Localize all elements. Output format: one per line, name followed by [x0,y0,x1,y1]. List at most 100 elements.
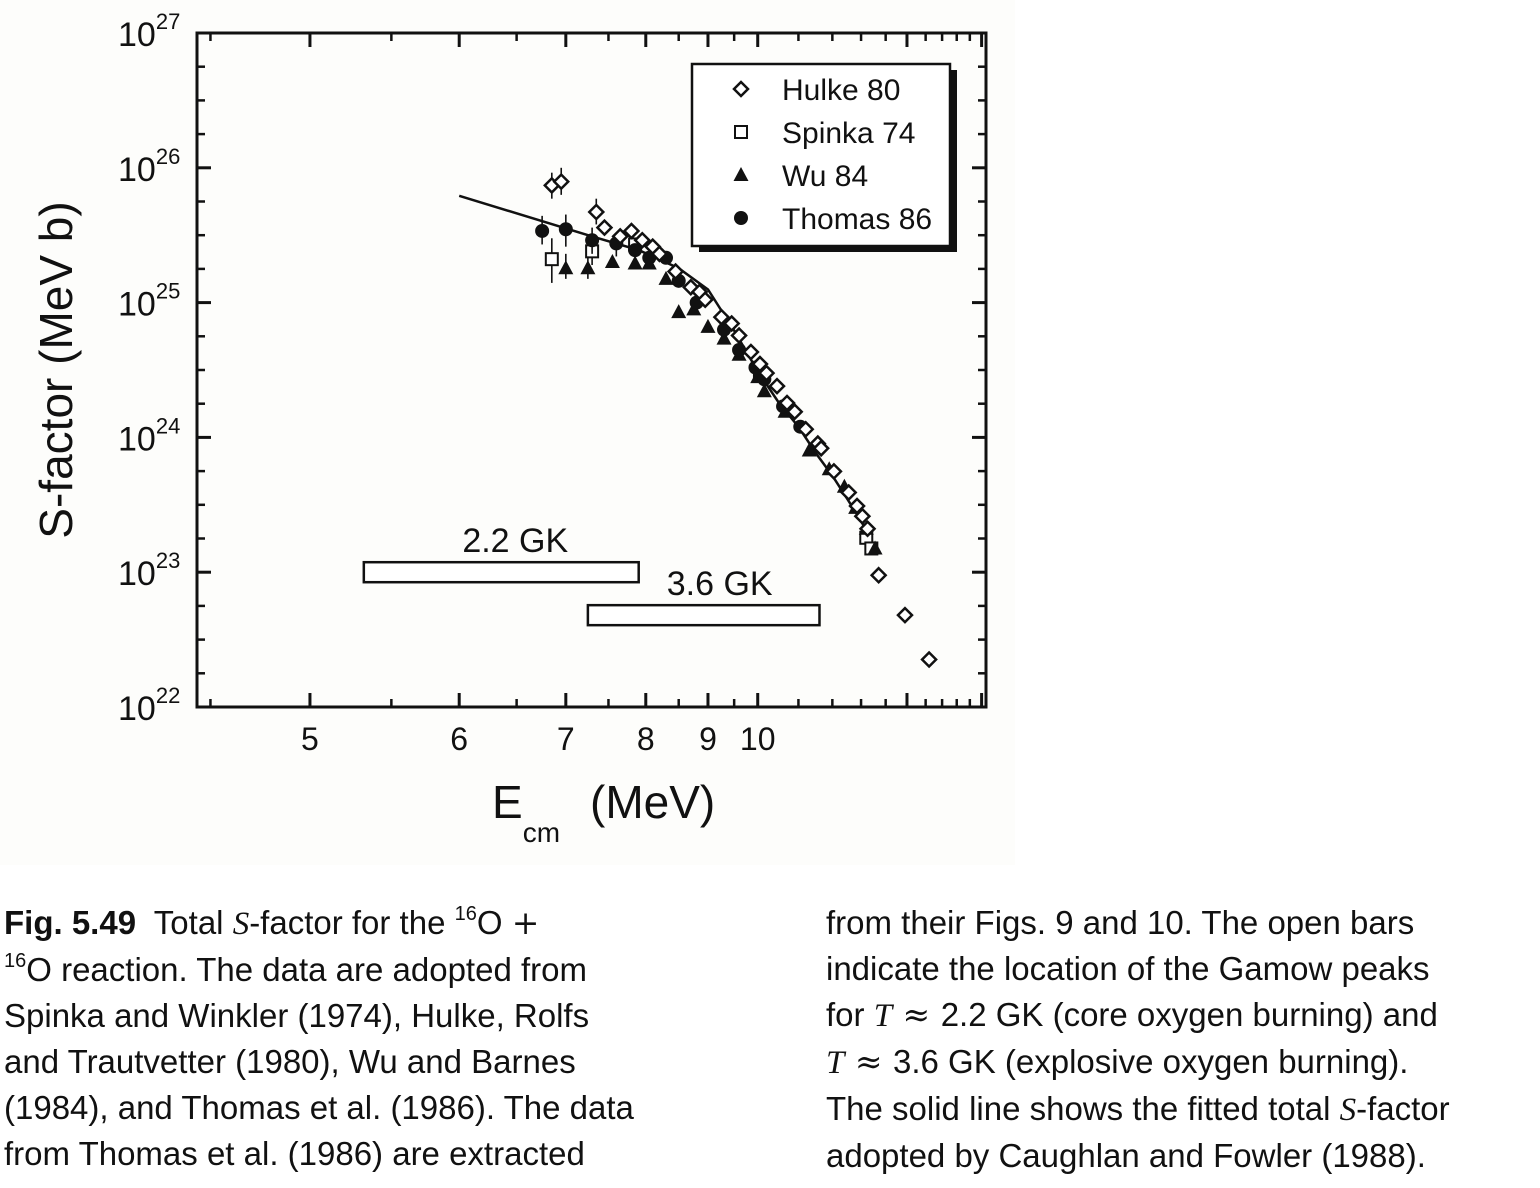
caption-text: O [476,904,512,941]
caption-text: 2.2 GK (core oxygen burning) and [940,996,1438,1033]
caption-text: + [511,903,540,942]
caption-text: S [1339,1092,1357,1128]
caption-text: from their Figs. 9 and 10. The open bars [826,904,1415,941]
caption-text: -factor [1356,1090,1450,1127]
gamow-bar-1 [362,560,640,584]
data-point-wu-84 [558,260,574,275]
data-point-wu-84 [716,330,732,345]
legend-marker-thomas-86 [734,211,748,225]
data-point-hulke-80 [785,402,804,421]
caption-line-left: and Trautvetter (1980), Wu and Barnes [4,1039,764,1085]
data-point-hulke-80 [611,227,629,246]
caption-text: ≈ [892,995,941,1034]
data-point-hulke-80 [920,650,938,669]
data-point-hulke-80 [730,326,748,345]
legend-label: Wu 84 [782,160,868,193]
caption-line-right: T ≈ 3.6 GK (explosive oxygen burning). [826,1039,1536,1086]
caption-text: and Trautvetter (1980), Wu and Barnes [4,1043,576,1080]
caption-text: from Thomas et al. (1986) are extracted [4,1135,585,1172]
data-point-hulke-80 [768,377,786,395]
legend-label: Hulke 80 [782,74,900,107]
data-point-hulke-80 [633,231,652,250]
chart-figure: 1022 1023 1024 1025 1026 1027 5 6 7 8 9 10 Ecm(MeV) S… [0,0,1015,865]
y-tick-label: 1027 [118,9,180,54]
data-point-hulke-80 [896,606,914,624]
legend-marker-hulke-80 [732,80,750,98]
data-point-hulke-80 [622,222,641,240]
data-point-hulke-80 [853,507,872,526]
caption-text: 16 [454,903,477,925]
data-point-wu-84 [671,304,687,319]
caption-text: S [232,906,250,942]
caption-text: indicate the location of the Gamow peaks [826,950,1430,987]
data-point-hulke-80 [757,364,776,382]
caption-text: O reaction. The data are adopted from [26,951,587,988]
data-point-hulke-80 [595,218,614,237]
caption-line-right: indicate the location of the Gamow peaks [826,946,1536,992]
gamow-bar-2 [586,603,821,627]
caption-text: for [826,996,874,1033]
caption-text: 3.6 GK (explosive oxygen burning). [893,1043,1409,1080]
data-point-thomas-86 [535,223,550,238]
caption-text: T [826,1045,845,1081]
data-point-spinka-74 [544,252,559,267]
legend-label: Spinka 74 [782,117,915,150]
data-point-hulke-80 [650,245,669,263]
y-tick-label: 1025 [118,279,180,324]
data-point-hulke-80 [712,308,731,326]
y-tick-label: 1026 [118,144,180,189]
data-point-wu-84 [700,318,716,333]
caption-text: Spinka and Winkler (1974), Hulke, Rolfs [4,997,590,1034]
caption-line-right: from their Figs. 9 and 10. The open bars [826,900,1536,946]
data-point-thomas-86 [585,233,600,248]
data-point-hulke-80 [696,290,714,309]
caption-line-left: 16O reaction. The data are adopted from [4,947,764,993]
x-tick-label: 5 [301,721,319,757]
caption-line-right: for T ≈ 2.2 GK (core oxygen burning) and [826,992,1536,1039]
figure-caption-right: from their Figs. 9 and 10. The open bars… [826,900,1536,1179]
gamow-bar-label: 3.6 GK [667,565,773,603]
caption-text: adopted by Caughlan and Fowler (1988). [826,1137,1426,1174]
y-tick-label: 1023 [118,548,180,593]
caption-text: Total [136,904,233,941]
data-point-hulke-80 [552,172,570,191]
legend-marker-wu-84 [733,167,749,181]
x-tick-label: 10 [740,721,776,757]
caption-text: -factor for the [249,904,455,941]
x-tick-label: 6 [450,721,468,757]
data-point-thomas-86 [628,243,643,258]
data-point-hulke-80 [858,519,877,538]
data-point-hulke-80 [796,420,815,438]
data-point-hulke-80 [722,314,741,333]
caption-line-right: The solid line shows the fitted total S-… [826,1086,1536,1133]
data-point-wu-84 [580,260,596,275]
figure-caption-left: Fig. 5.49 Total S-factor for the 16O +16… [4,900,764,1177]
data-point-wu-84 [604,254,620,269]
chart-plot: 1022 1023 1024 1025 1026 1027 5 6 7 8 9 10 Ecm(MeV) S… [30,9,988,848]
caption-line-left: Spinka and Winkler (1974), Hulke, Rolfs [4,993,764,1039]
caption-line-left: Fig. 5.49 Total S-factor for the 16O + [4,900,764,947]
x-tick-label: 7 [557,721,575,757]
legend: Hulke 80 Spinka 74 Wu 84 Thomas 86 [690,62,957,252]
caption-line-right: adopted by Caughlan and Fowler (1988). [826,1133,1536,1179]
data-point-hulke-80 [812,439,830,458]
y-axis-title: S-factor (MeV b) [30,201,82,538]
caption-line-left: (1984), and Thomas et al. (1986). The da… [4,1085,764,1131]
data-point-wu-84 [867,540,883,555]
data-point-hulke-80 [778,394,796,412]
data-point-hulke-80 [825,462,843,481]
caption-text: The solid line shows the fitted total [826,1090,1340,1127]
caption-line-left: from Thomas et al. (1986) are extracted [4,1131,764,1177]
legend-label: Thomas 86 [782,203,932,236]
data-point-hulke-80 [742,343,760,361]
y-tick-label: 1022 [118,683,180,728]
data-point-wu-84 [627,255,643,270]
caption-text: T [873,998,893,1034]
data-point-hulke-80 [839,483,858,502]
caption-text: 16 [4,950,27,972]
data-point-wu-84 [756,383,772,398]
caption-text: ≈ [844,1042,893,1081]
x-tick-label: 8 [637,721,655,757]
x-tick-label: 9 [699,721,717,757]
legend-marker-spinka-74 [734,125,748,139]
